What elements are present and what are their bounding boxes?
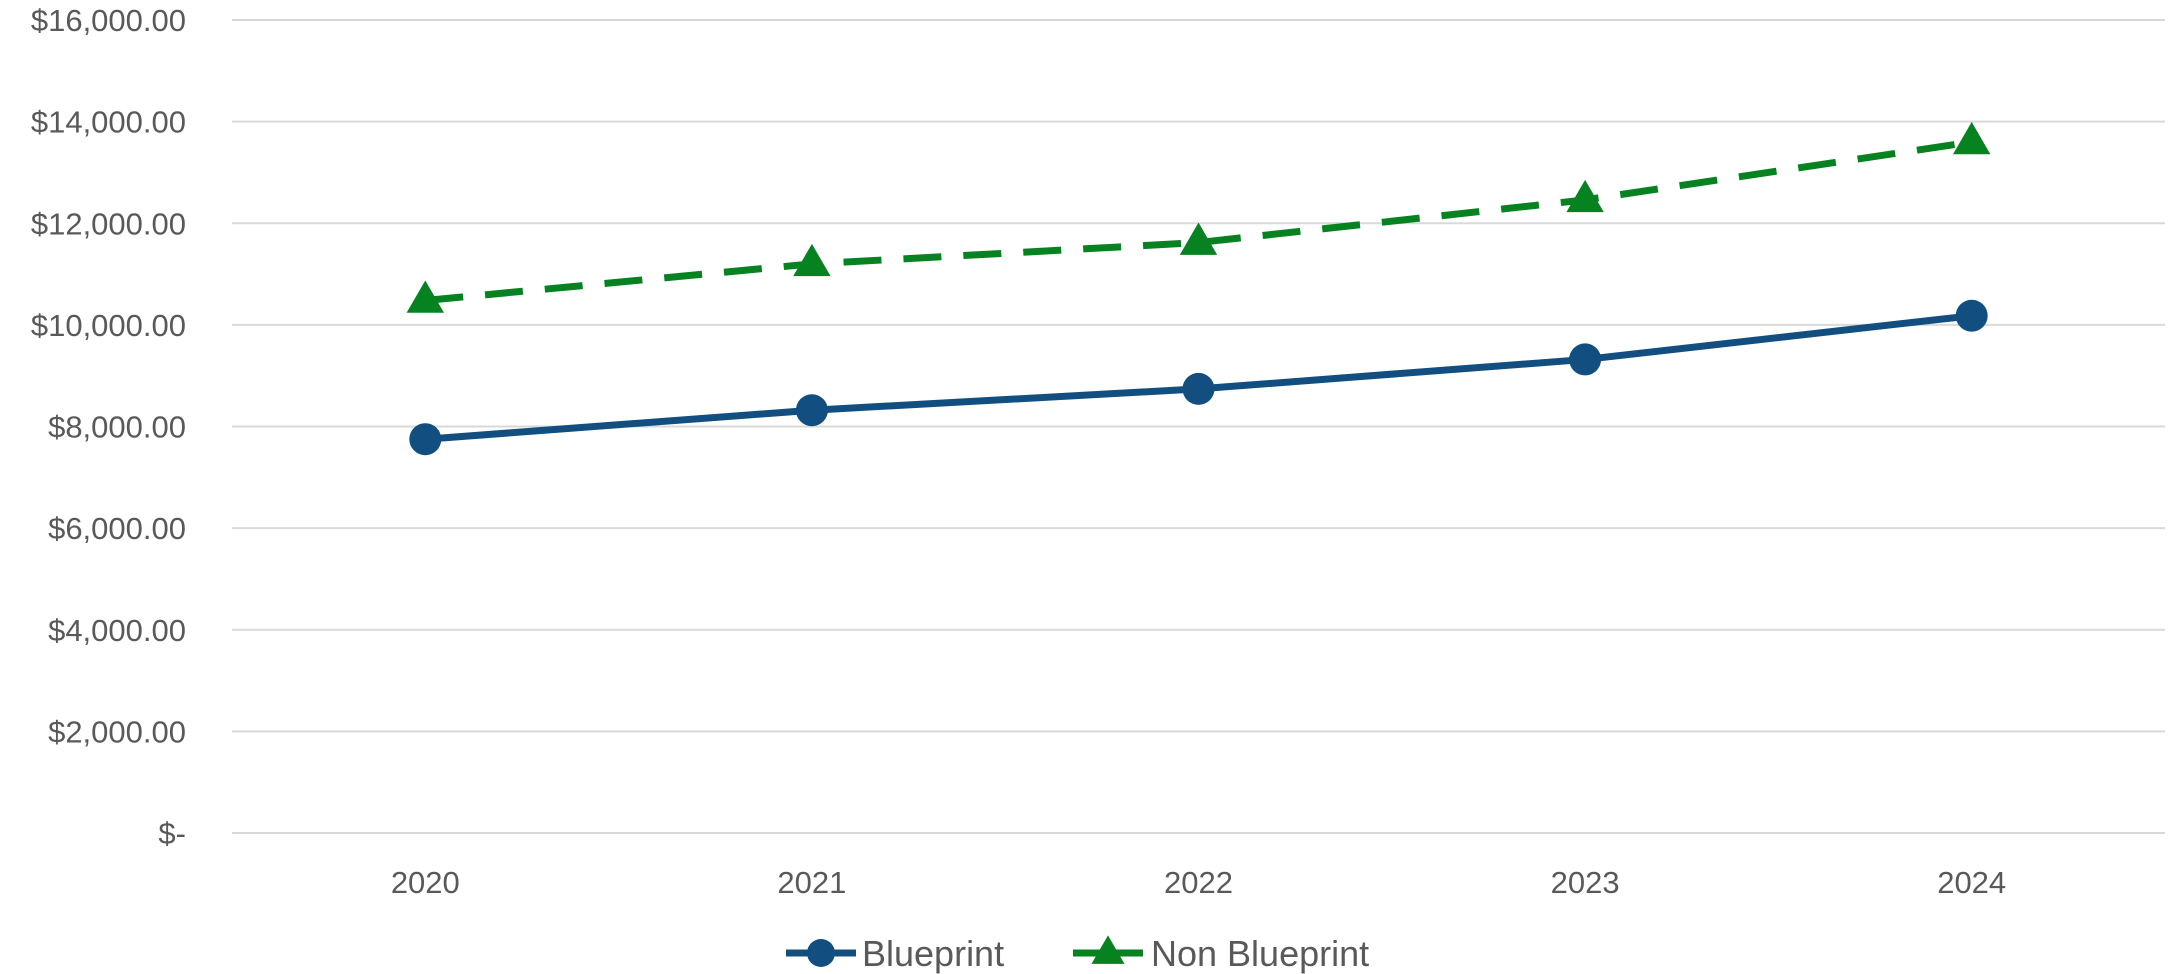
- y-tick-label: $2,000.00: [48, 714, 186, 749]
- legend-label: Non Blueprint: [1151, 933, 1369, 974]
- legend-label: Blueprint: [862, 933, 1004, 974]
- y-axis-tick-labels: $- $2,000.00 $4,000.00 $6,000.00 $8,000.00 $1…: [31, 3, 186, 851]
- y-tick-label: $6,000.00: [48, 511, 186, 546]
- legend-swatch-marker: [1091, 935, 1125, 964]
- y-tick-label: $12,000.00: [31, 206, 186, 241]
- legend-item: Non Blueprint: [1073, 933, 1369, 974]
- x-axis-tick-labels: 2020 2021 2022 2023 2024: [391, 865, 2006, 900]
- series-non-blueprint: [406, 121, 1991, 313]
- legend: Blueprint Non Blueprint: [786, 933, 1369, 974]
- data-point: [795, 394, 828, 427]
- y-tick-label: $10,000.00: [31, 308, 186, 343]
- y-tick-label: $16,000.00: [31, 3, 186, 38]
- data-point: [1955, 299, 1988, 332]
- gridlines: [232, 19, 2165, 834]
- x-tick-label: 2021: [777, 865, 846, 900]
- data-point: [409, 423, 442, 456]
- y-tick-label: $-: [158, 816, 186, 851]
- y-tick-label: $8,000.00: [48, 410, 186, 445]
- series-blueprint: [409, 299, 1988, 456]
- data-point: [1566, 179, 1604, 213]
- data-point: [1179, 222, 1218, 255]
- series-lines: [406, 121, 1991, 456]
- legend-item: Blueprint: [786, 933, 1004, 974]
- x-tick-label: 2023: [1551, 865, 1620, 900]
- data-point: [1953, 121, 1991, 155]
- series-line: [424, 138, 1973, 304]
- data-point: [406, 280, 444, 313]
- data-point: [1569, 343, 1602, 376]
- data-point: [1182, 372, 1215, 405]
- y-tick-label: $14,000.00: [31, 105, 186, 140]
- x-tick-label: 2020: [391, 865, 460, 900]
- x-tick-label: 2024: [1937, 865, 2006, 900]
- x-tick-label: 2022: [1164, 865, 1233, 900]
- legend-swatch-marker: [807, 939, 835, 967]
- data-point: [793, 243, 831, 277]
- y-tick-label: $4,000.00: [48, 613, 186, 648]
